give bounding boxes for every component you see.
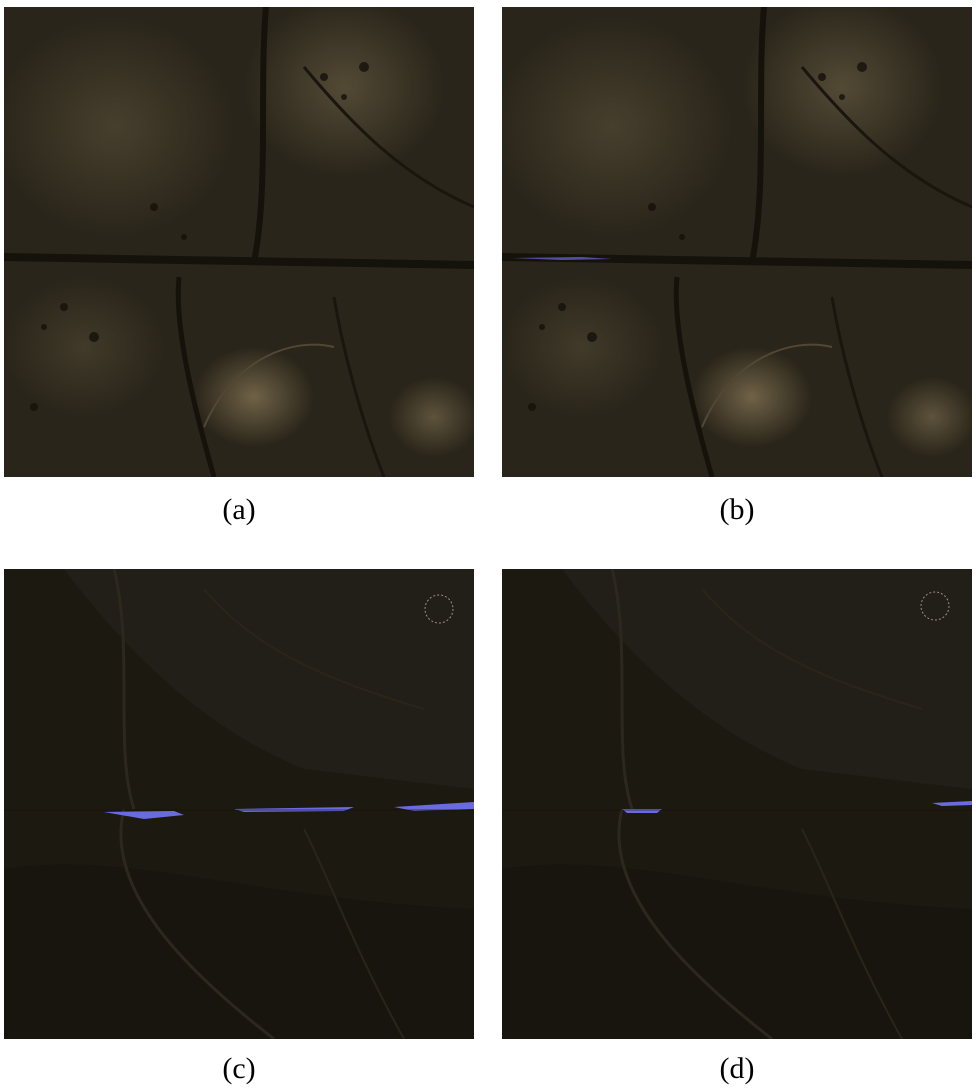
caption-b: (b)	[719, 493, 755, 526]
terrain-render-c	[4, 569, 474, 1039]
terrain-panel-b	[502, 7, 972, 477]
water-overlay	[512, 257, 612, 260]
water-overlay	[932, 801, 972, 806]
water-overlay	[394, 802, 474, 811]
water-overlay	[104, 811, 184, 819]
terrain-render-d	[502, 569, 972, 1039]
caption-d: (d)	[719, 1052, 755, 1085]
terrain-panel-d	[502, 569, 972, 1039]
terrain-render-b	[502, 7, 972, 477]
terrain-panel-a	[4, 7, 474, 477]
terrain-panel-c	[4, 569, 474, 1039]
target-marker	[920, 591, 950, 621]
caption-a: (a)	[222, 493, 256, 526]
caption-c: (c)	[222, 1052, 256, 1085]
terrain-render-a	[4, 7, 474, 477]
target-marker	[424, 594, 454, 624]
